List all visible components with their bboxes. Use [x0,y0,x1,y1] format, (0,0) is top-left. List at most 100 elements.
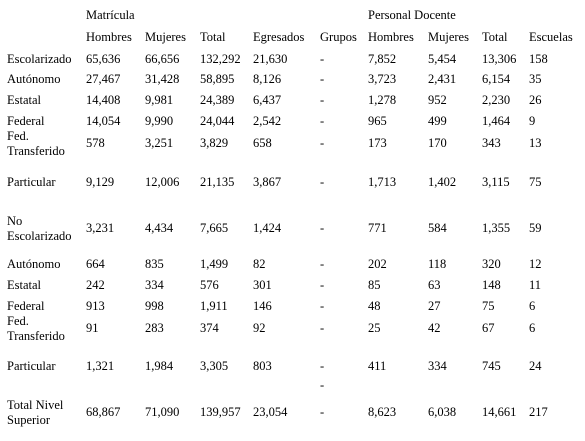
cell-escuelas: 6 [529,321,536,335]
cell-docente-total: 745 [482,359,501,373]
cell-docente-hombres: 202 [368,257,387,271]
cell-docente-mujeres: 334 [428,359,447,373]
cell-matricula-total: 58,895 [200,72,235,86]
cell-escuelas: 9 [529,114,536,128]
cell-matricula-hombres: 664 [86,257,105,271]
row-label: Total Nivel Superior [7,398,64,427]
cell-escuelas: 6 [529,299,536,313]
cell-matricula-hombres: 578 [86,136,105,150]
cell-matricula-hombres: 9,129 [86,175,115,189]
cell-docente-hombres: 8,623 [368,405,397,419]
cell-egresados: 2,542 [253,114,282,128]
cell-docente-mujeres: 42 [428,321,441,335]
cell-matricula-hombres: 68,867 [86,405,121,419]
cell-docente-hombres: 965 [368,114,387,128]
row-label: Estatal [7,278,42,292]
cell-matricula-total: 21,135 [200,175,235,189]
cell-matricula-mujeres: 835 [145,257,164,271]
group-header-matricula: Matrícula [86,8,135,22]
cell-docente-total: 75 [482,299,495,313]
cell-docente-hombres: 48 [368,299,381,313]
cell-escuelas: 217 [529,405,548,419]
cell-docente-hombres: 771 [368,221,387,235]
cell-egresados: 8,126 [253,72,282,86]
cell-docente-mujeres: 6,038 [428,405,457,419]
cell-egresados: 6,437 [253,93,282,107]
cell-grupos: - [320,321,325,335]
cell-escuelas: 24 [529,359,542,373]
row-label: Particular [7,175,56,189]
column-header-docente-hombres: Hombres [368,30,414,44]
cell-egresados: 3,867 [253,175,282,189]
cell-matricula-total: 24,044 [200,114,235,128]
cell-grupos: - [320,175,325,189]
cell-matricula-total: 24,389 [200,93,235,107]
row-label: No Escolarizado [7,214,72,243]
cell-matricula-mujeres: 3,251 [145,136,174,150]
cell-matricula-total: 374 [200,321,219,335]
column-header-matricula-hombres: Hombres [86,30,132,44]
cell-docente-mujeres: 2,431 [428,72,457,86]
cell-matricula-hombres: 65,636 [86,52,121,66]
cell-docente-mujeres: 118 [428,257,447,271]
cell-egresados: 146 [253,299,272,313]
cell-docente-total: 14,661 [482,405,517,419]
cell-docente-hombres: 173 [368,136,387,150]
cell-egresados: 803 [253,359,272,373]
cell-egresados: 21,630 [253,52,288,66]
cell-matricula-mujeres: 71,090 [145,405,180,419]
cell-matricula-mujeres: 4,434 [145,221,174,235]
column-header-escuelas: Escuelas [529,30,573,44]
cell-grupos: - [320,72,325,86]
row-label: Fed. Transferido [7,129,65,158]
cell-docente-hombres: 1,278 [368,93,397,107]
cell-docente-total: 320 [482,257,501,271]
cell-egresados: 23,054 [253,405,288,419]
cell-grupos: - [320,378,325,392]
cell-grupos: - [320,93,325,107]
cell-escuelas: 11 [529,278,542,292]
cell-docente-total: 3,115 [482,175,510,189]
cell-egresados: 658 [253,136,272,150]
cell-docente-total: 1,464 [482,114,511,128]
cell-egresados: 82 [253,257,266,271]
column-header-egresados: Egresados [253,30,305,44]
cell-grupos: - [320,221,325,235]
column-header-matricula-mujeres: Mujeres [145,30,186,44]
group-header-personal-docente: Personal Docente [368,8,456,22]
cell-docente-mujeres: 952 [428,93,447,107]
cell-docente-hombres: 3,723 [368,72,397,86]
cell-egresados: 301 [253,278,272,292]
cell-grupos: - [320,405,325,419]
cell-docente-hombres: 411 [368,359,387,373]
row-label: Federal [7,114,45,128]
cell-escuelas: 12 [529,257,542,271]
row-label: Particular [7,359,56,373]
column-header-matricula-total: Total [200,30,226,44]
column-header-docente-total: Total [482,30,508,44]
cell-matricula-mujeres: 9,990 [145,114,174,128]
cell-docente-hombres: 25 [368,321,381,335]
cell-matricula-hombres: 242 [86,278,105,292]
cell-docente-mujeres: 63 [428,278,441,292]
cell-matricula-hombres: 3,231 [86,221,115,235]
cell-docente-mujeres: 5,454 [428,52,457,66]
cell-matricula-mujeres: 12,006 [145,175,180,189]
column-header-grupos: Grupos [320,30,357,44]
cell-escuelas: 35 [529,72,542,86]
cell-docente-mujeres: 584 [428,221,447,235]
cell-docente-total: 13,306 [482,52,517,66]
cell-docente-total: 6,154 [482,72,511,86]
cell-matricula-total: 3,829 [200,136,229,150]
row-label: Fed. Transferido [7,314,65,343]
cell-matricula-hombres: 91 [86,321,99,335]
cell-grupos: - [320,257,325,271]
cell-egresados: 1,424 [253,221,282,235]
cell-matricula-total: 576 [200,278,219,292]
cell-escuelas: 13 [529,136,542,150]
cell-matricula-hombres: 1,321 [86,359,115,373]
cell-docente-total: 67 [482,321,495,335]
cell-grupos: - [320,359,325,373]
cell-matricula-mujeres: 31,428 [145,72,180,86]
cell-grupos: - [320,299,325,313]
